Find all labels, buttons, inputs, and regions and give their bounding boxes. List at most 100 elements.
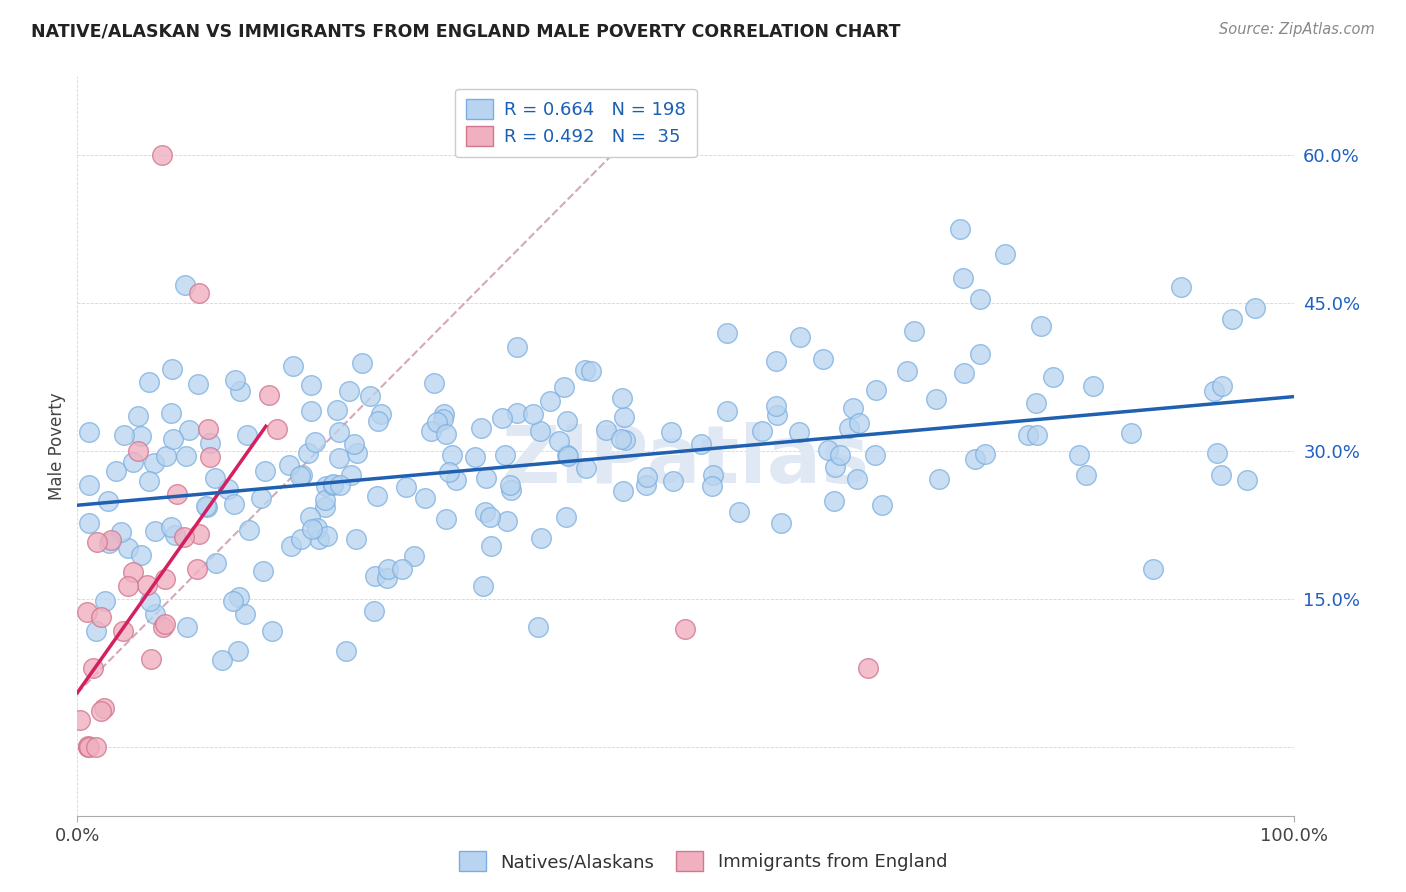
Point <box>420 424 443 438</box>
Point <box>233 607 256 621</box>
Point <box>702 479 724 493</box>
Point <box>187 527 209 541</box>
Point <box>789 330 811 344</box>
Point <box>90 704 112 718</box>
Point <box>553 380 575 394</box>
Point <box>1202 384 1225 398</box>
Point <box>865 384 887 398</box>
Point <box>475 471 498 485</box>
Legend: Natives/Alaskans, Immigrants from England: Natives/Alaskans, Immigrants from Englan… <box>451 844 955 879</box>
Point <box>1209 468 1232 483</box>
Point <box>579 364 602 378</box>
Point <box>163 528 186 542</box>
Point <box>315 479 337 493</box>
Point <box>366 489 388 503</box>
Point <box>86 534 108 549</box>
Point <box>841 401 863 416</box>
Point <box>928 472 950 486</box>
Point <box>211 653 233 667</box>
Point <box>370 407 392 421</box>
Point <box>155 449 177 463</box>
Point <box>138 475 160 489</box>
Point <box>228 590 250 604</box>
Point <box>162 432 184 446</box>
Point <box>79 478 101 492</box>
Point <box>969 346 991 360</box>
Point <box>838 421 860 435</box>
Point <box>824 460 846 475</box>
Point <box>322 477 344 491</box>
Point <box>363 604 385 618</box>
Point <box>352 356 374 370</box>
Point <box>555 414 578 428</box>
Point <box>250 491 273 505</box>
Point <box>440 448 463 462</box>
Point <box>636 477 658 491</box>
Point <box>494 448 516 462</box>
Point <box>636 470 658 484</box>
Point <box>307 521 329 535</box>
Point <box>121 566 143 580</box>
Point <box>205 556 228 570</box>
Point <box>291 468 314 483</box>
Point <box>555 509 578 524</box>
Point <box>129 549 152 563</box>
Point <box>613 434 636 448</box>
Point <box>675 622 697 636</box>
Point <box>444 473 467 487</box>
Point <box>298 510 321 524</box>
Point <box>394 480 416 494</box>
Point <box>100 533 122 548</box>
Point <box>359 389 381 403</box>
Point <box>471 579 494 593</box>
Point <box>194 499 217 513</box>
Point <box>925 392 948 406</box>
Point <box>811 351 834 366</box>
Point <box>1244 301 1267 315</box>
Point <box>152 620 174 634</box>
Point <box>346 446 368 460</box>
Point <box>229 384 252 399</box>
Point <box>728 505 751 519</box>
Point <box>143 524 166 538</box>
Point <box>77 740 100 755</box>
Point <box>863 448 886 462</box>
Point <box>716 326 738 341</box>
Point <box>155 617 177 632</box>
Point <box>433 407 456 421</box>
Point <box>93 593 115 607</box>
Point <box>301 522 323 536</box>
Point <box>117 541 139 556</box>
Point <box>574 363 596 377</box>
Point <box>339 468 361 483</box>
Point <box>474 505 496 519</box>
Point <box>173 530 195 544</box>
Point <box>1017 427 1039 442</box>
Point <box>117 579 139 593</box>
Y-axis label: Male Poverty: Male Poverty <box>48 392 66 500</box>
Point <box>69 714 91 728</box>
Point <box>769 516 792 530</box>
Point <box>299 378 322 392</box>
Point <box>993 247 1015 261</box>
Point <box>817 443 839 458</box>
Point <box>179 423 201 437</box>
Point <box>174 278 197 293</box>
Point <box>1025 427 1047 442</box>
Point <box>432 411 454 425</box>
Point <box>260 624 283 638</box>
Point <box>188 285 211 300</box>
Point <box>253 464 276 478</box>
Point <box>506 340 529 354</box>
Point <box>159 520 181 534</box>
Point <box>828 448 851 462</box>
Point <box>105 464 128 478</box>
Point <box>322 476 344 491</box>
Point <box>1206 446 1229 460</box>
Point <box>314 493 336 508</box>
Point <box>1211 379 1233 393</box>
Point <box>949 221 972 235</box>
Point <box>155 572 177 586</box>
Point <box>290 533 312 547</box>
Point <box>557 450 579 464</box>
